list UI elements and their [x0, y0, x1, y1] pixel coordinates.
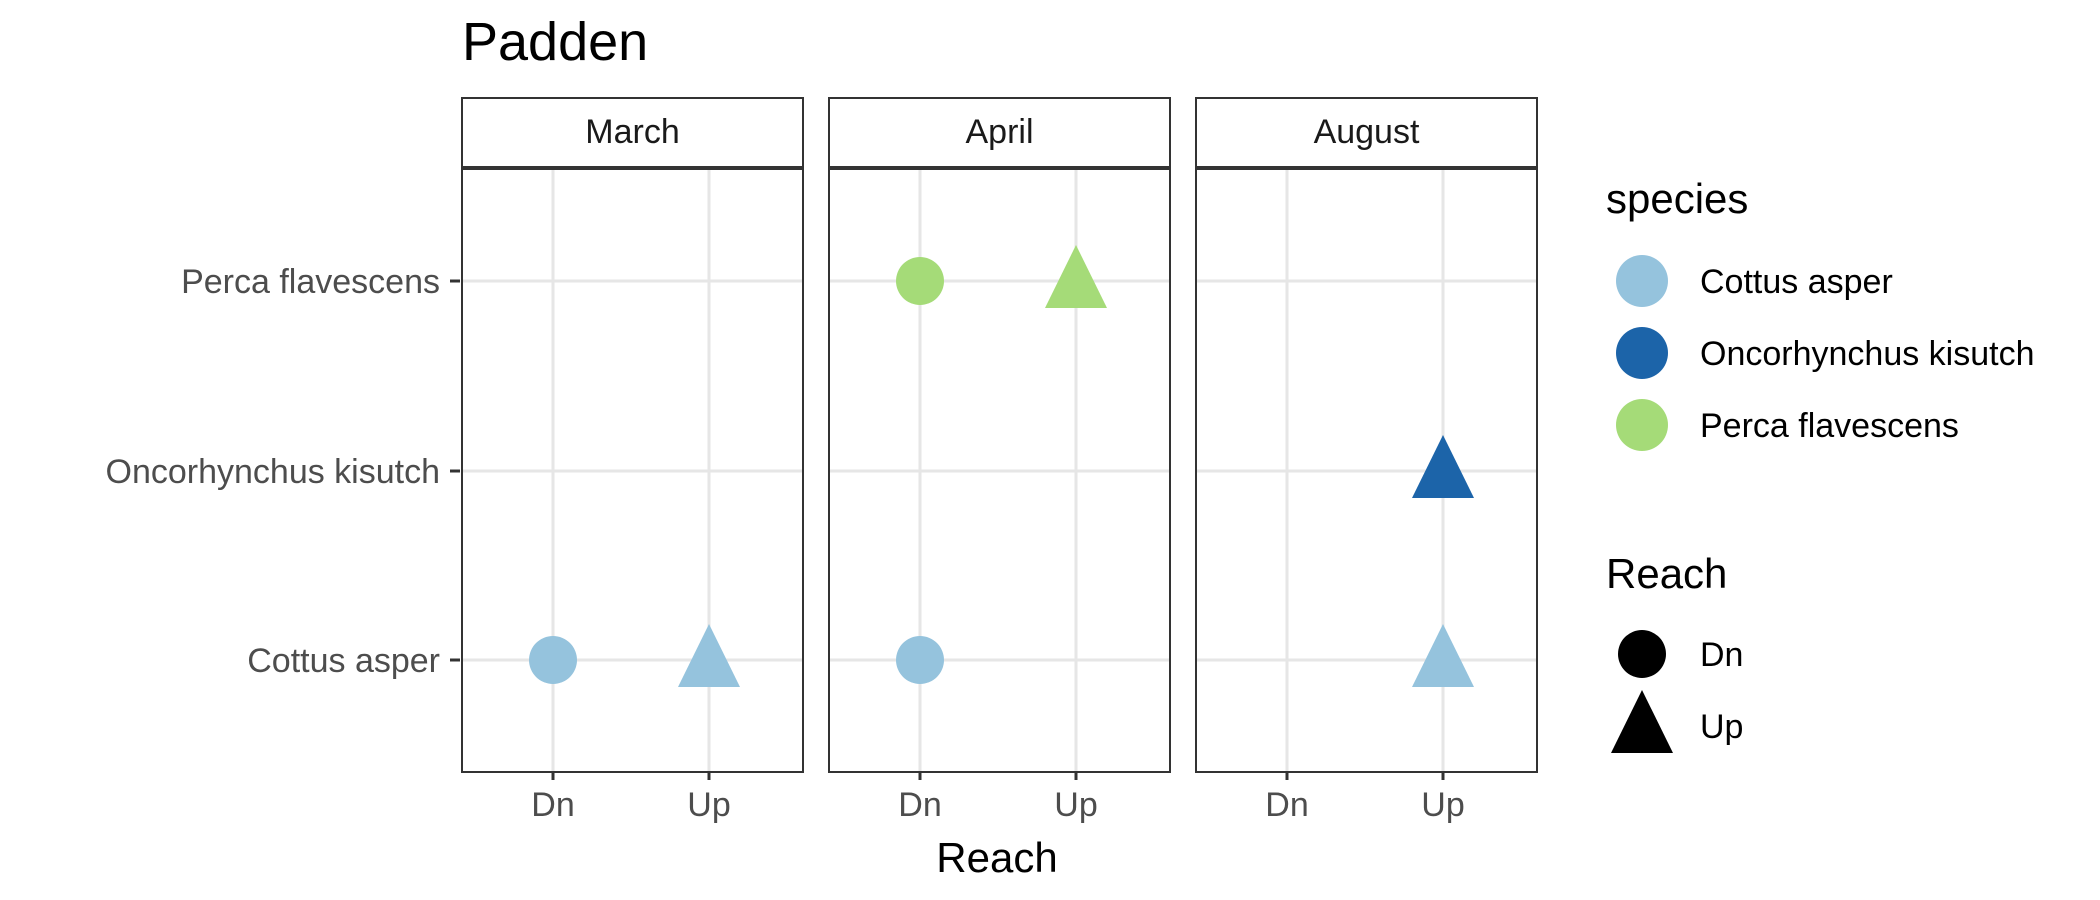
- point-march-dn-cottus-asper: [529, 636, 577, 684]
- facet-panels: March Dn Up April Dn Up August Dn Up: [461, 97, 1538, 824]
- chart-title: Padden: [462, 12, 648, 72]
- legend-label: Oncorhynchus kisutch: [1700, 335, 2035, 373]
- facet-label: March: [585, 113, 679, 151]
- legend-key-cottus-asper: [1616, 255, 1668, 307]
- facet-strip: [461, 97, 804, 169]
- legend-key-oncorhynchus-kisutch: [1616, 327, 1668, 379]
- facet-strip: [1195, 97, 1538, 169]
- y-tick-label: Perca flavescens: [181, 263, 440, 301]
- legends: species Cottus asper Oncorhynchus kisutch P…: [1606, 175, 2035, 753]
- legend-label: Perca flavescens: [1700, 407, 1959, 445]
- x-tick-label: Up: [687, 786, 730, 824]
- y-tick-label: Oncorhynchus kisutch: [106, 453, 441, 491]
- y-axis: Cottus asper Oncorhynchus kisutch Perca fl…: [106, 263, 460, 680]
- facet-panel-april: April Dn Up: [828, 97, 1171, 824]
- legend-species: species Cottus asper Oncorhynchus kisutch P…: [1606, 175, 2035, 451]
- facet-label: April: [965, 113, 1033, 151]
- x-tick-label: Up: [1421, 786, 1464, 824]
- y-tick-label: Cottus asper: [247, 642, 440, 680]
- x-tick-label: Dn: [531, 786, 574, 824]
- point-april-dn-perca-flavescens: [896, 257, 944, 305]
- facet-strip: [828, 97, 1171, 169]
- legend-label: Up: [1700, 708, 1743, 746]
- facet-panel-august: August Dn Up: [1195, 97, 1538, 824]
- legend-key-up: [1611, 690, 1673, 753]
- point-april-dn-cottus-asper: [896, 636, 944, 684]
- point-august-up-cottus-asper: [1412, 624, 1474, 687]
- legend-label: Dn: [1700, 636, 1743, 674]
- legend-title: species: [1606, 175, 1748, 222]
- legend-label: Cottus asper: [1700, 263, 1893, 301]
- legend-reach: Reach Dn Up: [1606, 550, 1743, 753]
- x-tick-label: Dn: [898, 786, 941, 824]
- point-august-up-oncorhynchus-kisutch: [1412, 435, 1474, 498]
- facet-label: August: [1314, 113, 1420, 151]
- legend-key-dn: [1618, 630, 1666, 678]
- legend-key-perca-flavescens: [1616, 399, 1668, 451]
- facet-panel-march: March Dn Up: [461, 97, 804, 824]
- point-april-up-perca-flavescens: [1045, 245, 1107, 308]
- point-march-up-cottus-asper: [678, 624, 740, 687]
- x-axis-title: Reach: [936, 834, 1057, 881]
- x-tick-label: Dn: [1265, 786, 1308, 824]
- x-tick-label: Up: [1054, 786, 1097, 824]
- legend-title: Reach: [1606, 550, 1727, 597]
